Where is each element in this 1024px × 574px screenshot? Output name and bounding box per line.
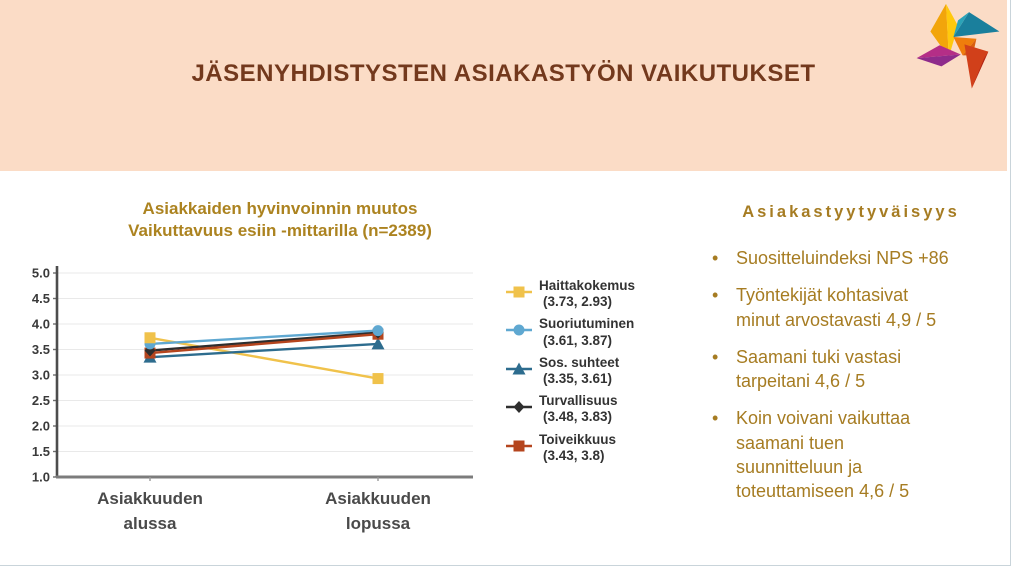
bullet-dot-icon: •: [712, 346, 719, 367]
chart-title-line2: Vaikuttavuus esiin -mittarilla (n=2389): [128, 221, 432, 241]
header-band: JÄSENYHDISTYSTEN ASIAKASTYÖN VAIKUTUKSET: [0, 0, 1007, 171]
series-line-toiveikkuus: [149, 333, 379, 355]
series-line-turvallisuus: [149, 331, 379, 352]
legend-series-values: (3.35, 3.61): [543, 370, 613, 386]
legend-marker-icon: [506, 401, 532, 414]
slide: JÄSENYHDISTYSTEN ASIAKASTYÖN VAIKUTUKSET…: [0, 0, 1011, 566]
data-point-marker: [513, 286, 525, 298]
legend-marker-icon: [506, 286, 532, 298]
data-point-marker: [513, 324, 525, 336]
series-line-suoriutuminen: [149, 329, 379, 346]
legend-entry-suoriutuminen: Suoriutuminen (3.61, 3.87): [506, 316, 686, 348]
y-tick-label: 3.5: [32, 342, 50, 357]
bullet-dot-icon: •: [712, 408, 719, 429]
series-line-haittakokemus: [149, 336, 379, 380]
legend-label: Suoriutuminen (3.61, 3.87): [539, 316, 634, 348]
satisfaction-title: Asiakastyytyväisyys: [742, 203, 960, 221]
pinwheel-logo-icon: [916, 3, 1000, 89]
data-point-marker: [372, 325, 384, 337]
bullet-text: Saamani tuki vastasi tarpeitani 4,6 / 5: [736, 346, 902, 392]
wellbeing-line-chart: 1.0 1.5 2.0 2.5 3.0 3.5 4.0 4.5 5.0: [32, 266, 473, 485]
bullet-text: Koin voivani vaikuttaa saamani tuen suunni…: [736, 408, 911, 502]
chart-title: Asiakkaiden hyvinvoinnin muutos Vaikutta…: [40, 198, 520, 243]
legend-series-values: (3.48, 3.83): [543, 409, 613, 425]
legend-entry-haittakokemus: Haittakokemus (3.73, 2.93): [506, 278, 686, 310]
y-tick-label: 4.5: [32, 291, 50, 306]
legend-series-values: (3.43, 3.8): [543, 447, 605, 463]
legend-entry-toiveikkuus: Toiveikkuus (3.43, 3.8): [506, 432, 686, 464]
bullet-text: Suositteluindeksi NPS +86: [736, 248, 949, 268]
series-line-sos-suhteet: [149, 342, 379, 359]
data-point-marker: [144, 344, 156, 357]
y-tick-label: 2.0: [32, 419, 50, 434]
legend-series-values: (3.73, 2.93): [543, 294, 613, 310]
bullet-text: Työntekijät kohtasivat minut arvostavasti…: [736, 285, 937, 330]
y-tick-label: 4.0: [32, 317, 50, 332]
y-tick-label: 1.5: [32, 444, 50, 459]
bullet-dot-icon: •: [712, 248, 719, 268]
data-point-marker: [372, 373, 384, 385]
legend-marker-icon: [506, 440, 532, 451]
satisfaction-bullet: • Suositteluindeksi NPS +86: [712, 246, 994, 270]
satisfaction-bullet: • Koin voivani vaikuttaa saamani tuen suunn…: [712, 406, 994, 503]
legend-label: Toiveikkuus (3.43, 3.8): [539, 432, 616, 464]
y-tick-label: 1.0: [32, 470, 50, 485]
data-point-marker: [144, 332, 156, 344]
bullet-dot-icon: •: [712, 285, 719, 306]
data-point-marker: [513, 401, 525, 414]
legend-series-name: Toiveikkuus: [539, 431, 617, 447]
satisfaction-bullet: • Saamani tuki vastasi tarpeitani 4,6 / 5: [712, 345, 994, 394]
y-tick-label: 2.5: [32, 393, 50, 408]
legend-label: Haittakokemus (3.73, 2.93): [539, 278, 635, 310]
slide-title: JÄSENYHDISTYSTEN ASIAKASTYÖN VAIKUTUKSET: [191, 60, 816, 87]
y-tick-label: 3.0: [32, 368, 50, 383]
satisfaction-bullets: • Suositteluindeksi NPS +86 • Työntekijät k…: [712, 246, 994, 517]
legend-series-name: Suoriutuminen: [539, 316, 635, 332]
legend-marker-icon: [506, 324, 532, 336]
chart-title-line1: Asiakkaiden hyvinvoinnin muutos: [142, 199, 418, 218]
data-point-marker: [371, 337, 385, 350]
satisfaction-bullet: • Työntekijät kohtasivat minut arvostavast…: [712, 283, 994, 332]
legend-label: Sos. suhteet (3.35, 3.61): [539, 355, 619, 387]
chart-legend: Haittakokemus (3.73, 2.93) Suoriutuminen (3…: [506, 278, 686, 470]
legend-entry-sos-suhteet: Sos. suhteet (3.35, 3.61): [506, 355, 686, 387]
data-point-marker: [512, 362, 526, 375]
legend-series-values: (3.61, 3.87): [543, 332, 613, 348]
legend-marker-icon: [506, 362, 532, 375]
legend-series-name: Sos. suhteet: [539, 354, 620, 370]
data-point-marker: [513, 440, 525, 451]
legend-series-name: Haittakokemus: [539, 278, 636, 293]
y-tick-label: 5.0: [32, 266, 50, 281]
legend-label: Turvallisuus (3.48, 3.83): [539, 393, 618, 425]
legend-series-name: Turvallisuus: [539, 393, 618, 409]
legend-entry-turvallisuus: Turvallisuus (3.48, 3.83): [506, 393, 686, 425]
